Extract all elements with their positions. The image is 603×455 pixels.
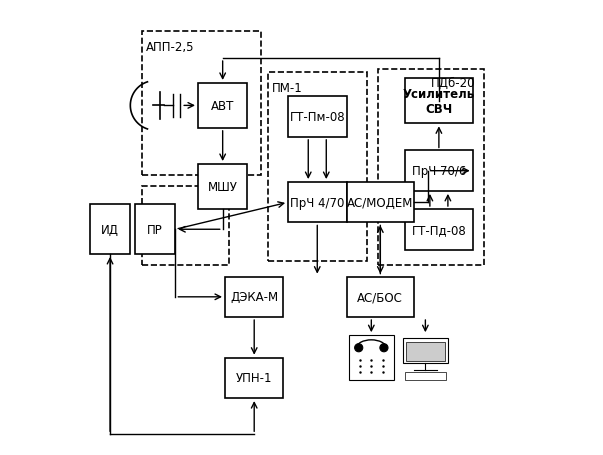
Text: АС/БОС: АС/БОС (358, 291, 403, 303)
Text: ГТ-Пд-08: ГТ-Пд-08 (411, 223, 466, 236)
FancyBboxPatch shape (405, 79, 473, 124)
Text: ИД: ИД (101, 223, 119, 236)
FancyBboxPatch shape (225, 358, 283, 398)
FancyBboxPatch shape (288, 182, 347, 223)
Text: АС/МОДЕМ: АС/МОДЕМ (347, 196, 414, 209)
Text: ПрЧ 70/6: ПрЧ 70/6 (412, 165, 466, 178)
Ellipse shape (380, 344, 388, 352)
FancyBboxPatch shape (225, 277, 283, 318)
FancyBboxPatch shape (288, 97, 347, 137)
Text: ПР: ПР (147, 223, 163, 236)
FancyBboxPatch shape (405, 151, 473, 192)
Text: АВТ: АВТ (211, 100, 235, 113)
FancyBboxPatch shape (347, 277, 414, 318)
FancyBboxPatch shape (347, 182, 414, 223)
FancyBboxPatch shape (403, 339, 448, 363)
FancyBboxPatch shape (135, 205, 175, 254)
FancyBboxPatch shape (90, 205, 130, 254)
Text: ПрЧ 4/70: ПрЧ 4/70 (290, 196, 344, 209)
FancyBboxPatch shape (405, 209, 473, 250)
FancyBboxPatch shape (198, 84, 247, 129)
Ellipse shape (355, 344, 363, 352)
Text: ПДб-20: ПДб-20 (431, 77, 475, 90)
Text: АПП-2,5: АПП-2,5 (146, 41, 195, 54)
FancyBboxPatch shape (406, 343, 445, 361)
FancyBboxPatch shape (349, 335, 394, 380)
Text: Усилитель
СВЧ: Усилитель СВЧ (403, 88, 475, 116)
Text: МШУ: МШУ (208, 181, 238, 193)
Text: ГТ-Пм-08: ГТ-Пм-08 (289, 111, 345, 124)
FancyBboxPatch shape (198, 165, 247, 209)
Text: ПМ-1: ПМ-1 (272, 81, 303, 94)
Text: ДЭКА-М: ДЭКА-М (230, 291, 278, 303)
Text: УПН-1: УПН-1 (236, 372, 273, 384)
FancyBboxPatch shape (405, 372, 446, 380)
